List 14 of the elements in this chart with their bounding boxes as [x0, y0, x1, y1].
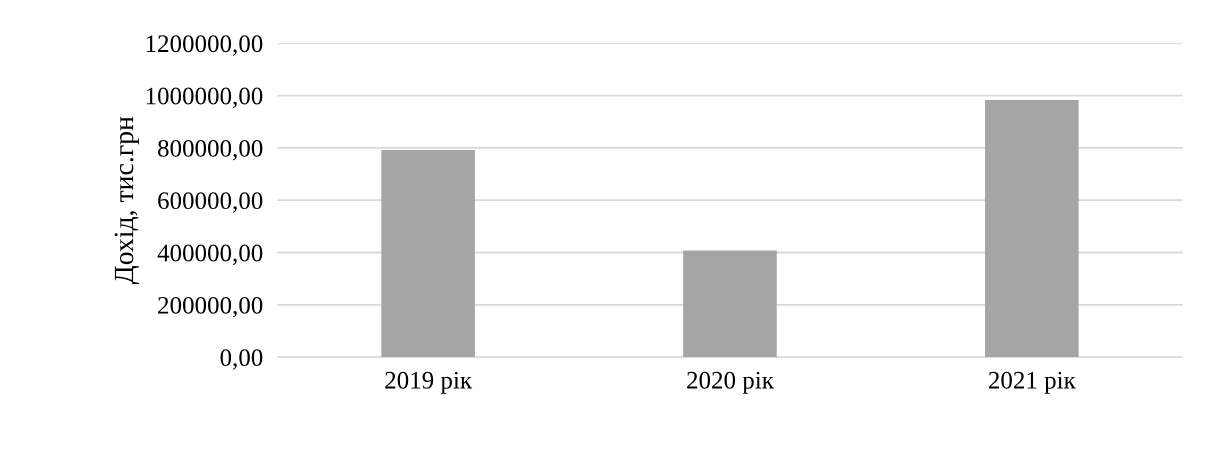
x-tick-label: 2020 рік [687, 371, 774, 394]
x-tick-label: 2019 рік [385, 371, 473, 394]
x-tick-label: 2021 рік [988, 371, 1076, 394]
bar [381, 149, 475, 358]
y-tick-label: 0,00 [220, 349, 263, 370]
bar [683, 250, 777, 358]
y-tick-label: 800000,00 [158, 139, 263, 161]
bar [985, 100, 1079, 358]
y-tick-label: 600000,00 [158, 192, 263, 213]
y-tick-label: 200000,00 [158, 296, 263, 318]
y-tick-label: 1000000,00 [146, 87, 263, 109]
y-axis-title: Дохід, тис.грн [114, 116, 140, 285]
y-tick-label: 1200000,00 [146, 35, 263, 56]
y-tick-label: 400000,00 [157, 244, 263, 266]
